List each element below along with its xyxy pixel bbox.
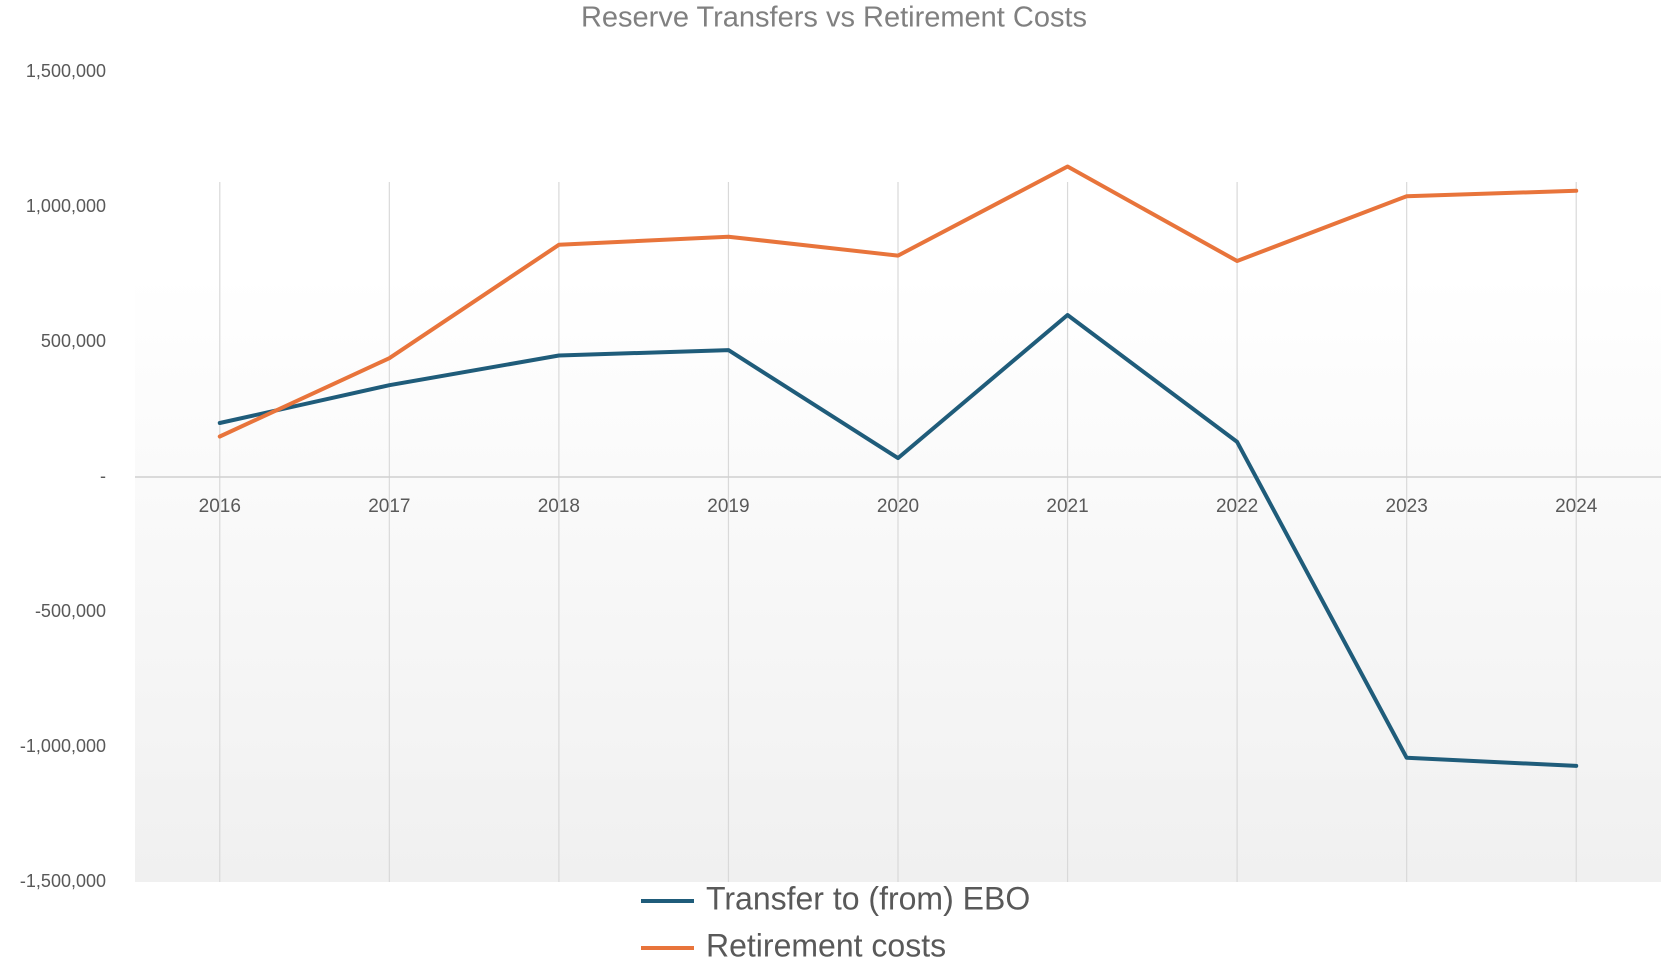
legend-label: Transfer to (from) EBO bbox=[706, 880, 1030, 916]
y-tick-label: 1,000,000 bbox=[26, 196, 106, 216]
x-tick-label: 2020 bbox=[877, 496, 919, 517]
y-tick-label: -1,000,000 bbox=[20, 736, 106, 756]
x-tick-label: 2018 bbox=[538, 496, 580, 517]
x-tick-label: 2022 bbox=[1216, 496, 1258, 517]
x-tick-label: 2024 bbox=[1555, 496, 1598, 517]
x-tick-label: 2017 bbox=[368, 496, 410, 517]
x-tick-label: 2021 bbox=[1046, 496, 1088, 517]
y-tick-label: 500,000 bbox=[41, 331, 106, 351]
y-tick-label: -500,000 bbox=[35, 601, 106, 621]
x-tick-label: 2016 bbox=[199, 496, 241, 517]
x-tick-label: 2019 bbox=[707, 496, 749, 517]
chart-title: Reserve Transfers vs Retirement Costs bbox=[581, 2, 1087, 34]
line-series bbox=[217, 164, 1579, 439]
line-series bbox=[217, 313, 1579, 768]
y-tick-label: -1,500,000 bbox=[20, 871, 106, 891]
legend-label: Retirement costs bbox=[706, 927, 946, 963]
x-tick-label: 2023 bbox=[1386, 496, 1428, 517]
y-tick-label: 1,500,000 bbox=[26, 61, 106, 81]
y-tick-label: - bbox=[100, 466, 106, 486]
